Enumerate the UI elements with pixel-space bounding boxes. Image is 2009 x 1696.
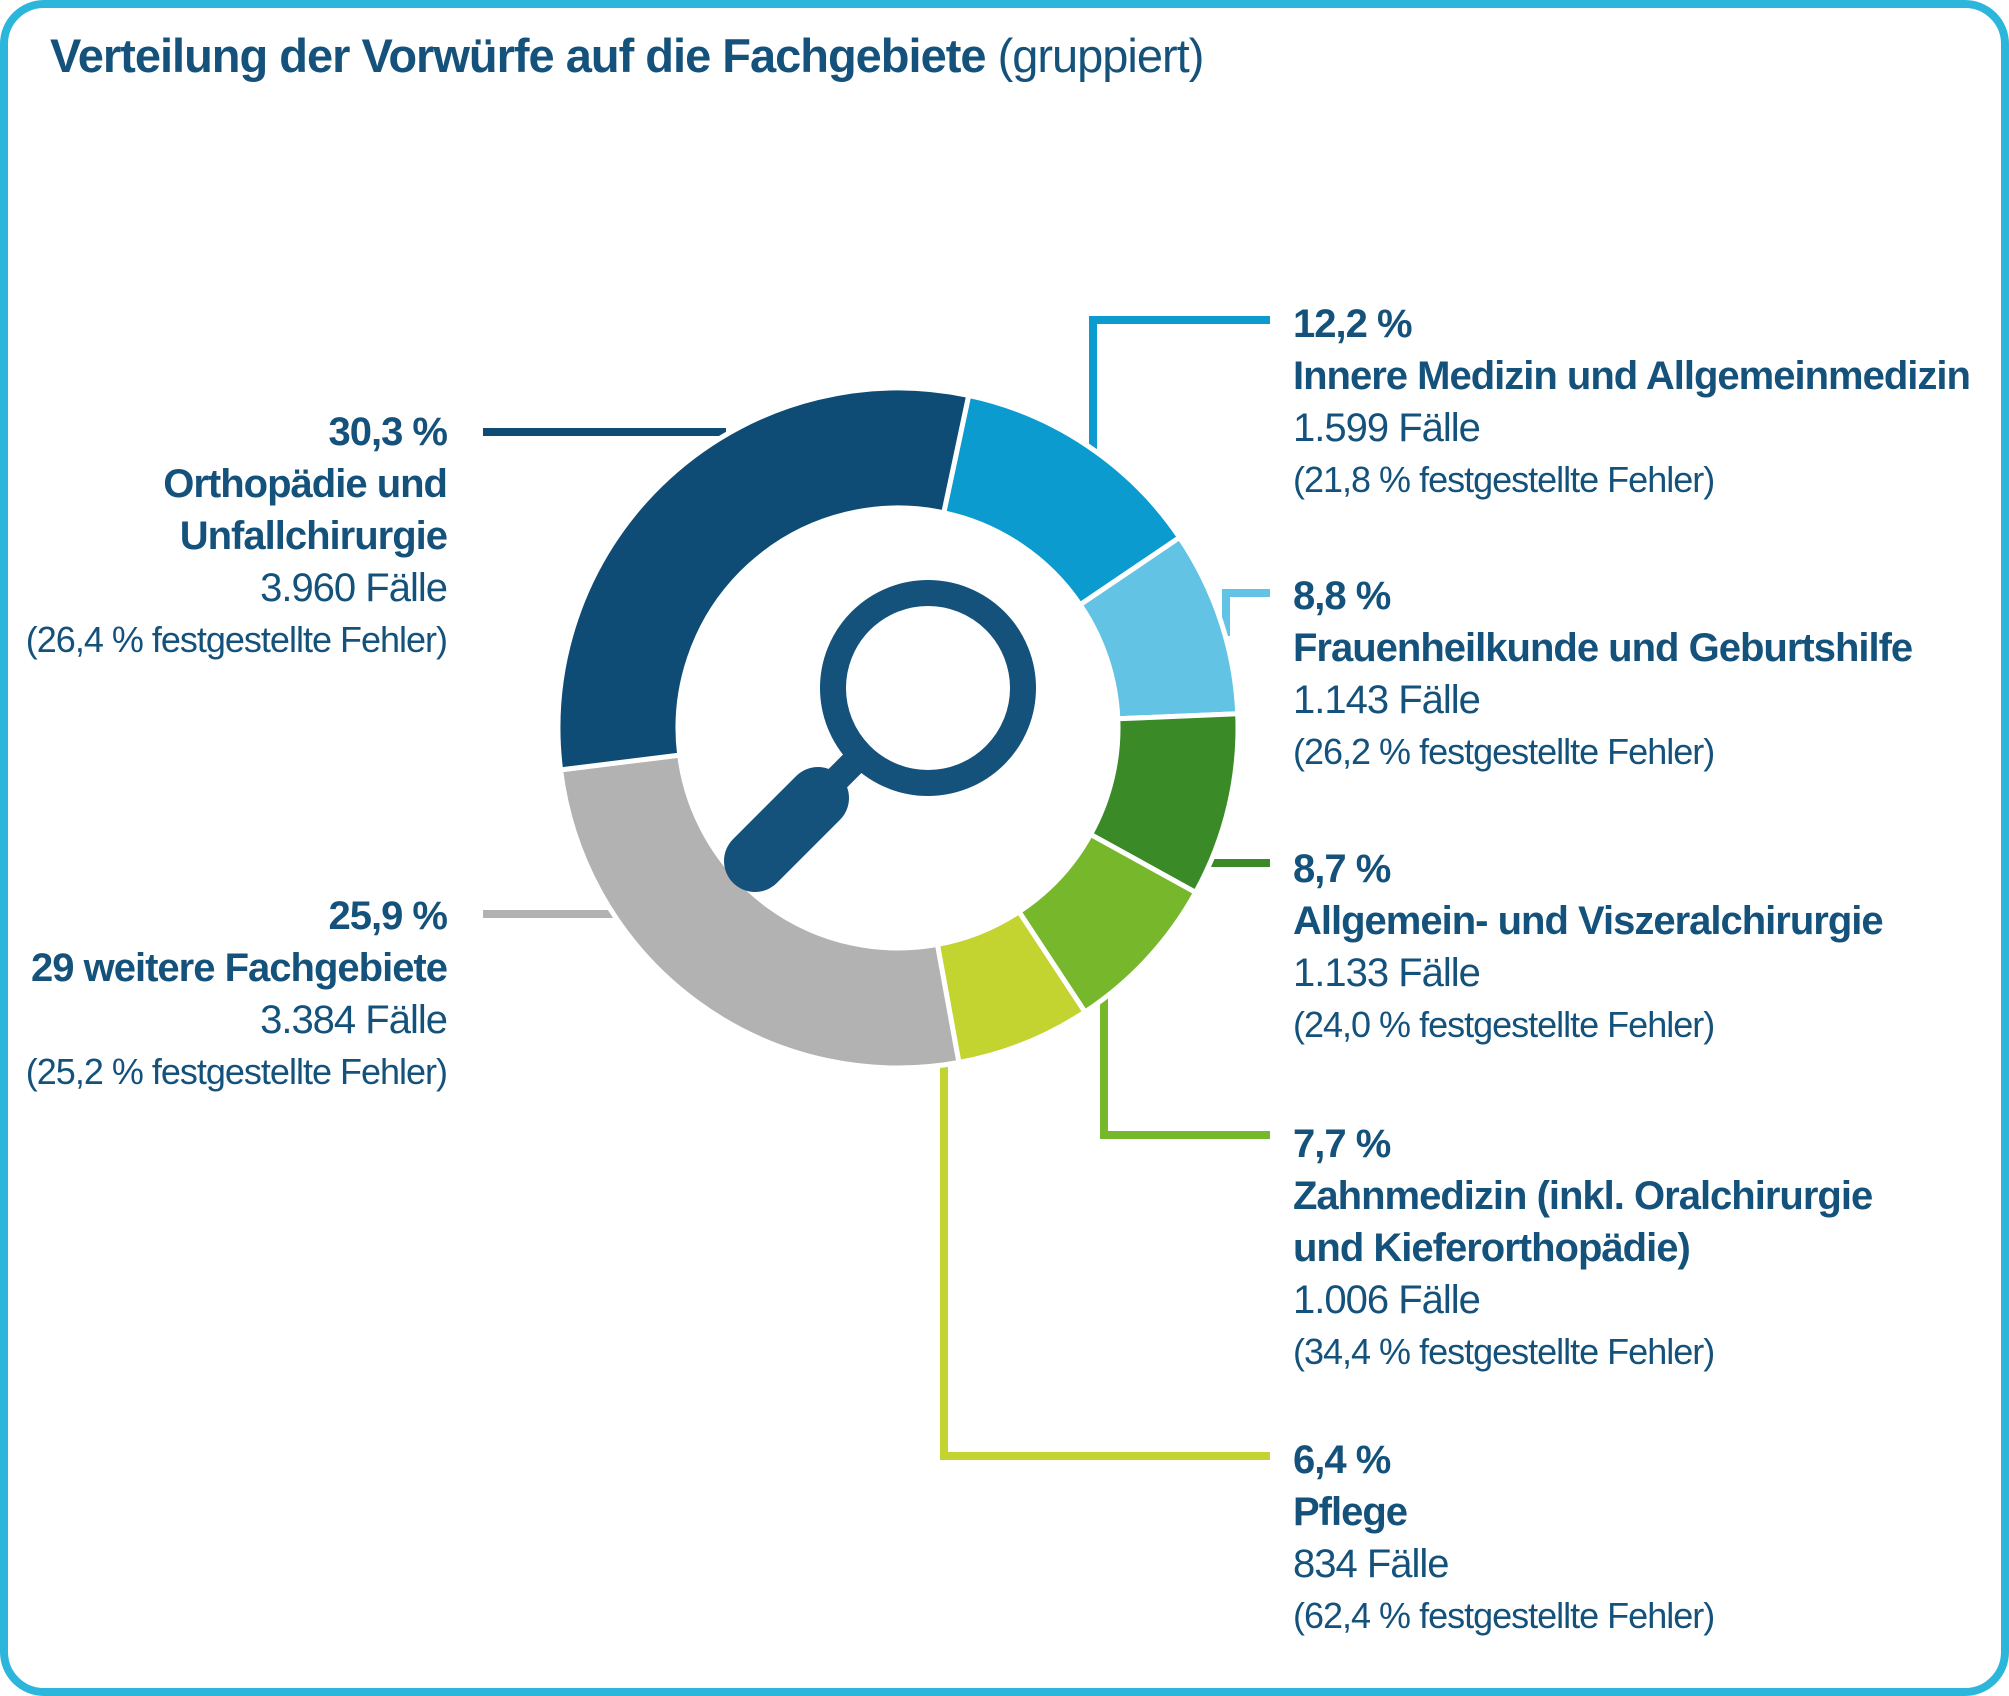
segment-name: Innere Medizin und Allgemeinmedizin: [1293, 354, 1971, 398]
donut-segment-6: [555, 385, 972, 773]
segment-pct: 8,7 %: [1293, 847, 1391, 891]
segment-cases: 1.006 Fälle: [1293, 1278, 1481, 1322]
segment-error: (24,0 % festgestellte Fehler): [1293, 1004, 1715, 1045]
segment-name: Allgemein- und Viszeralchirurgie: [1293, 899, 1884, 943]
segment-cases: 3.384 Fälle: [260, 998, 448, 1042]
donut-chart: [483, 316, 1270, 1460]
magnifier-icon: [724, 580, 1036, 892]
segment-cases: 1.599 Fälle: [1293, 406, 1481, 450]
segment-label-frauenheilkunde: 8,8 % Frauenheilkunde und Geburtshilfe 1…: [1293, 570, 1913, 778]
segment-label-innere-medizin: 12,2 % Innere Medizin und Allgemeinmediz…: [1293, 298, 1971, 506]
segment-error: (62,4 % festgestellte Fehler): [1293, 1595, 1715, 1636]
title-suffix: (gruppiert): [985, 29, 1205, 82]
segment-pct: 6,4 %: [1293, 1438, 1391, 1482]
segment-label-pflege: 6,4 % Pflege 834 Fälle (62,4 % festgeste…: [1293, 1434, 1715, 1642]
segment-name: und Kieferorthopädie): [1293, 1226, 1691, 1270]
segment-pct: 8,8 %: [1293, 574, 1391, 618]
segment-cases: 834 Fälle: [1293, 1542, 1450, 1586]
segment-name: 29 weitere Fachgebiete: [31, 946, 448, 990]
segment-name: Unfallchirurgie: [179, 514, 448, 558]
segment-label-zahnmedizin: 7,7 % Zahnmedizin (inkl. Oralchirurgie u…: [1293, 1118, 1873, 1378]
segment-name: Zahnmedizin (inkl. Oralchirurgie: [1293, 1174, 1873, 1218]
segment-name: Frauenheilkunde und Geburtshilfe: [1293, 626, 1913, 670]
segment-error: (21,8 % festgestellte Fehler): [1293, 459, 1715, 500]
segment-pct: 12,2 %: [1293, 302, 1413, 346]
segment-name: Pflege: [1293, 1490, 1408, 1534]
segment-label-weitere-fachgebiete: 25,9 % 29 weitere Fachgebiete 3.384 Fäll…: [25, 890, 448, 1098]
segment-pct: 25,9 %: [328, 894, 448, 938]
title-main: Verteilung der Vorwürfe auf die Fachgebi…: [50, 29, 987, 82]
page-title: Verteilung der Vorwürfe auf die Fachgebi…: [50, 28, 1205, 83]
segment-label-orthopaedie: 30,3 % Orthopädie und Unfallchirurgie 3.…: [25, 406, 448, 666]
magnifier-lens: [820, 580, 1036, 796]
segment-error: (26,2 % festgestellte Fehler): [1293, 731, 1715, 772]
segment-pct: 7,7 %: [1293, 1122, 1391, 1166]
segment-pct: 30,3 %: [328, 410, 448, 454]
segment-label-viszeralchirurgie: 8,7 % Allgemein- und Viszeralchirurgie 1…: [1293, 843, 1884, 1051]
leader-line-1: [1222, 589, 1270, 636]
leader-line-4: [940, 1058, 1270, 1460]
segment-error: (34,4 % festgestellte Fehler): [1293, 1331, 1715, 1372]
leader-line-0: [1089, 316, 1270, 456]
segment-cases: 1.143 Fälle: [1293, 678, 1481, 722]
segment-cases: 1.133 Fälle: [1293, 951, 1481, 995]
donut-segment-5: [558, 752, 962, 1071]
segment-name: Orthopädie und: [163, 462, 448, 506]
segment-error: (25,2 % festgestellte Fehler): [25, 1051, 448, 1092]
magnifier-handle: [724, 767, 849, 892]
segment-error: (26,4 % festgestellte Fehler): [25, 619, 448, 660]
segment-cases: 3.960 Fälle: [260, 566, 448, 610]
leader-line-3: [1100, 992, 1270, 1139]
